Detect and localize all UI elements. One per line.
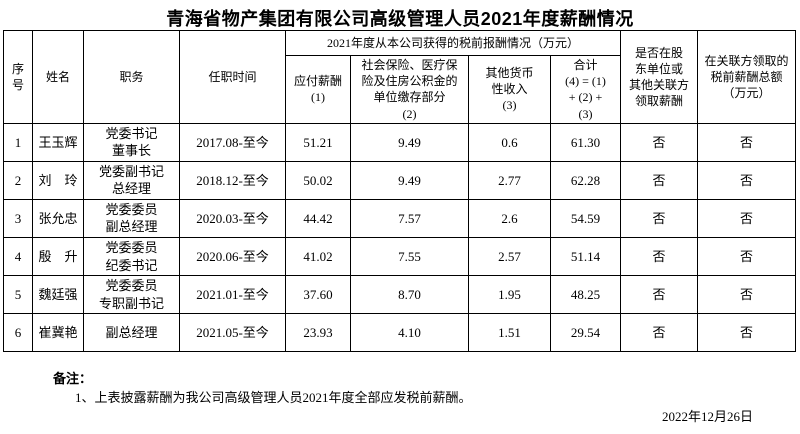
cell-related-amount: 否 xyxy=(697,198,797,239)
cell-salary: 23.93 xyxy=(285,313,351,353)
cell-related-amount: 否 xyxy=(697,122,797,162)
cell-insurance: 9.49 xyxy=(350,122,469,162)
cell-tenure: 2020.06-至今 xyxy=(179,237,286,277)
cell-serial: 1 xyxy=(3,122,33,162)
cell-name: 魏廷强 xyxy=(32,275,84,315)
cell-related-flag: 否 xyxy=(620,275,699,315)
cell-position: 副总经理 xyxy=(83,313,180,353)
header-payable-salary: 应付薪酬 (1) xyxy=(285,55,351,124)
cell-related-flag: 否 xyxy=(620,237,699,277)
cell-insurance: 8.70 xyxy=(350,275,469,315)
cell-tenure: 2017.08-至今 xyxy=(179,122,286,162)
cell-total: 61.30 xyxy=(549,122,622,162)
cell-salary: 44.42 xyxy=(285,198,351,239)
header-other-income: 其他货币 性收入 (3) xyxy=(468,55,551,124)
cell-name: 张允忠 xyxy=(32,198,84,239)
cell-name: 王玉辉 xyxy=(32,122,84,162)
cell-total: 54.59 xyxy=(549,198,622,239)
cell-insurance: 4.10 xyxy=(350,313,469,353)
cell-other-income: 2.6 xyxy=(468,198,551,239)
cell-serial: 6 xyxy=(3,313,33,353)
cell-serial: 4 xyxy=(3,237,33,277)
cell-related-flag: 否 xyxy=(620,160,699,200)
cell-position: 党委委员 副总经理 xyxy=(83,198,180,239)
header-pretax-compensation-group: 2021年度从本公司获得的税前报酬情况（万元） xyxy=(284,30,622,56)
cell-related-amount: 否 xyxy=(697,237,797,277)
document-date: 2022年12月26日 xyxy=(661,409,753,424)
header-row-group: 序 号 姓名 职务 任职时间 2021年度从本公司获得的税前报酬情况（万元） 是… xyxy=(3,30,797,124)
cell-related-flag: 否 xyxy=(620,198,699,239)
cell-tenure: 2018.12-至今 xyxy=(179,160,286,200)
header-name: 姓名 xyxy=(32,30,84,124)
salary-table: 序 号 姓名 职务 任职时间 2021年度从本公司获得的税前报酬情况（万元） 是… xyxy=(3,30,797,353)
header-serial-number: 序 号 xyxy=(3,30,33,124)
cell-related-amount: 否 xyxy=(697,160,797,200)
cell-total: 29.54 xyxy=(549,313,622,353)
cell-related-amount: 否 xyxy=(697,313,797,353)
cell-insurance: 9.49 xyxy=(350,160,469,200)
header-social-insurance: 社会保险、医疗保 险及住房公积金的 单位缴存部分 (2) xyxy=(350,55,469,124)
cell-tenure: 2021.05-至今 xyxy=(179,313,286,353)
cell-name: 刘 玲 xyxy=(32,160,84,200)
header-position: 职务 xyxy=(83,30,180,124)
cell-name: 殷 升 xyxy=(32,237,84,277)
header-total: 合计 (4) = (1) + (2) + (3) xyxy=(549,55,622,124)
table-row: 2 刘 玲 党委副书记 总经理 2018.12-至今 50.02 9.49 2.… xyxy=(3,160,797,200)
header-related-party-flag: 是否在股 东单位或 其他关联方 领取薪酬 xyxy=(620,30,699,124)
header-tenure: 任职时间 xyxy=(179,30,286,124)
cell-total: 48.25 xyxy=(549,275,622,315)
cell-position: 党委委员 纪委书记 xyxy=(83,237,180,277)
cell-salary: 37.60 xyxy=(285,275,351,315)
cell-related-flag: 否 xyxy=(620,122,699,162)
table-row: 5 魏廷强 党委委员 专职副书记 2021.01-至今 37.60 8.70 1… xyxy=(3,275,797,315)
table-row: 3 张允忠 党委委员 副总经理 2020.03-至今 44.42 7.57 2.… xyxy=(3,198,797,239)
cell-name: 崔冀艳 xyxy=(32,313,84,353)
cell-other-income: 1.51 xyxy=(468,313,551,353)
cell-other-income: 1.95 xyxy=(468,275,551,315)
cell-position: 党委委员 专职副书记 xyxy=(83,275,180,315)
cell-serial: 5 xyxy=(3,275,33,315)
cell-salary: 50.02 xyxy=(285,160,351,200)
cell-salary: 51.21 xyxy=(285,122,351,162)
cell-other-income: 2.57 xyxy=(468,237,551,277)
cell-serial: 2 xyxy=(3,160,33,200)
notes-label: 备注： xyxy=(53,371,93,386)
cell-other-income: 2.77 xyxy=(468,160,551,200)
cell-total: 62.28 xyxy=(549,160,622,200)
cell-related-amount: 否 xyxy=(697,275,797,315)
cell-serial: 3 xyxy=(3,198,33,239)
cell-related-flag: 否 xyxy=(620,313,699,353)
cell-insurance: 7.57 xyxy=(350,198,469,239)
cell-total: 51.14 xyxy=(549,237,622,277)
table-row: 4 殷 升 党委委员 纪委书记 2020.06-至今 41.02 7.55 2.… xyxy=(3,237,797,277)
cell-tenure: 2021.01-至今 xyxy=(179,275,286,315)
header-row-sub: 应付薪酬 (1) 社会保险、医疗保 险及住房公积金的 单位缴存部分 (2) 其他… xyxy=(4,55,796,124)
table-row: 1 王玉辉 党委书记 董事长 2017.08-至今 51.21 9.49 0.6… xyxy=(3,122,797,162)
note-1: 1、上表披露薪酬为我公司高级管理人员2021年度全部应发税前薪酬。 xyxy=(75,390,472,405)
header-related-party-amount: 在关联方领取的 税前薪酬总额 （万元） xyxy=(697,30,797,124)
cell-insurance: 7.55 xyxy=(350,237,469,277)
cell-salary: 41.02 xyxy=(285,237,351,277)
cell-position: 党委书记 董事长 xyxy=(83,122,180,162)
cell-tenure: 2020.03-至今 xyxy=(179,198,286,239)
table-row: 6 崔冀艳 副总经理 2021.05-至今 23.93 4.10 1.51 29… xyxy=(3,313,797,353)
page-title: 青海省物产集团有限公司高级管理人员2021年度薪酬情况 xyxy=(166,9,634,29)
cell-position: 党委副书记 总经理 xyxy=(83,160,180,200)
cell-other-income: 0.6 xyxy=(468,122,551,162)
